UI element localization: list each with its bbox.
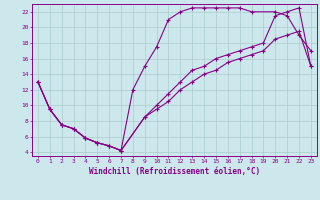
X-axis label: Windchill (Refroidissement éolien,°C): Windchill (Refroidissement éolien,°C) <box>89 167 260 176</box>
